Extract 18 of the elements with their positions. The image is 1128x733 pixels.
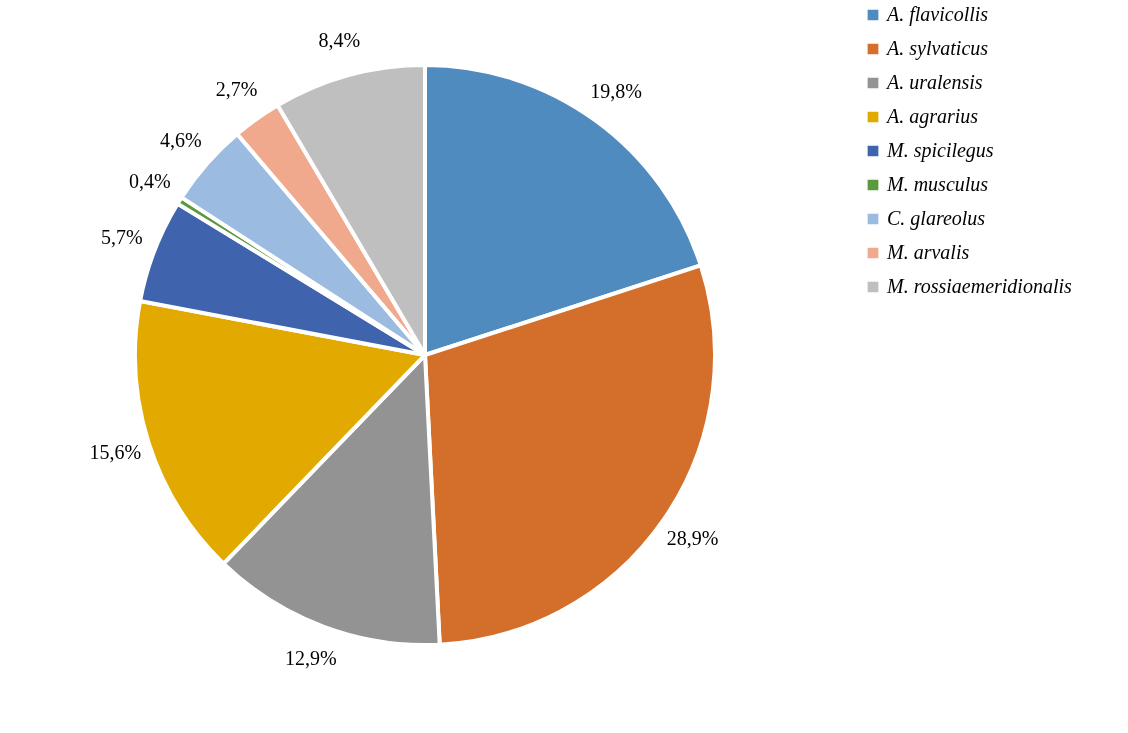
legend-label: M. arvalis <box>886 241 970 263</box>
legend-label: A. flavicollis <box>885 3 989 26</box>
legend-label: M. rossiaemeridionalis <box>886 275 1073 297</box>
data-label: 28,9% <box>666 527 719 550</box>
legend-label: M. musculus <box>886 173 989 195</box>
data-label: 19,8% <box>590 80 642 103</box>
data-label: 2,7% <box>215 78 258 101</box>
data-label: 0,4% <box>129 169 171 192</box>
data-label: 4,6% <box>159 128 202 151</box>
legend-label: A. sylvaticus <box>885 37 989 60</box>
legend-label: A. uralensis <box>885 71 983 93</box>
data-label: 12,9% <box>285 647 337 670</box>
legend-label: M. spicilegus <box>886 139 994 162</box>
legend-label: C. glareolus <box>887 207 986 230</box>
legend-label: A. agrarius <box>885 105 979 128</box>
data-label: 5,7% <box>100 226 143 249</box>
data-label: 15,6% <box>89 441 142 464</box>
data-label: 8,4% <box>318 29 361 52</box>
